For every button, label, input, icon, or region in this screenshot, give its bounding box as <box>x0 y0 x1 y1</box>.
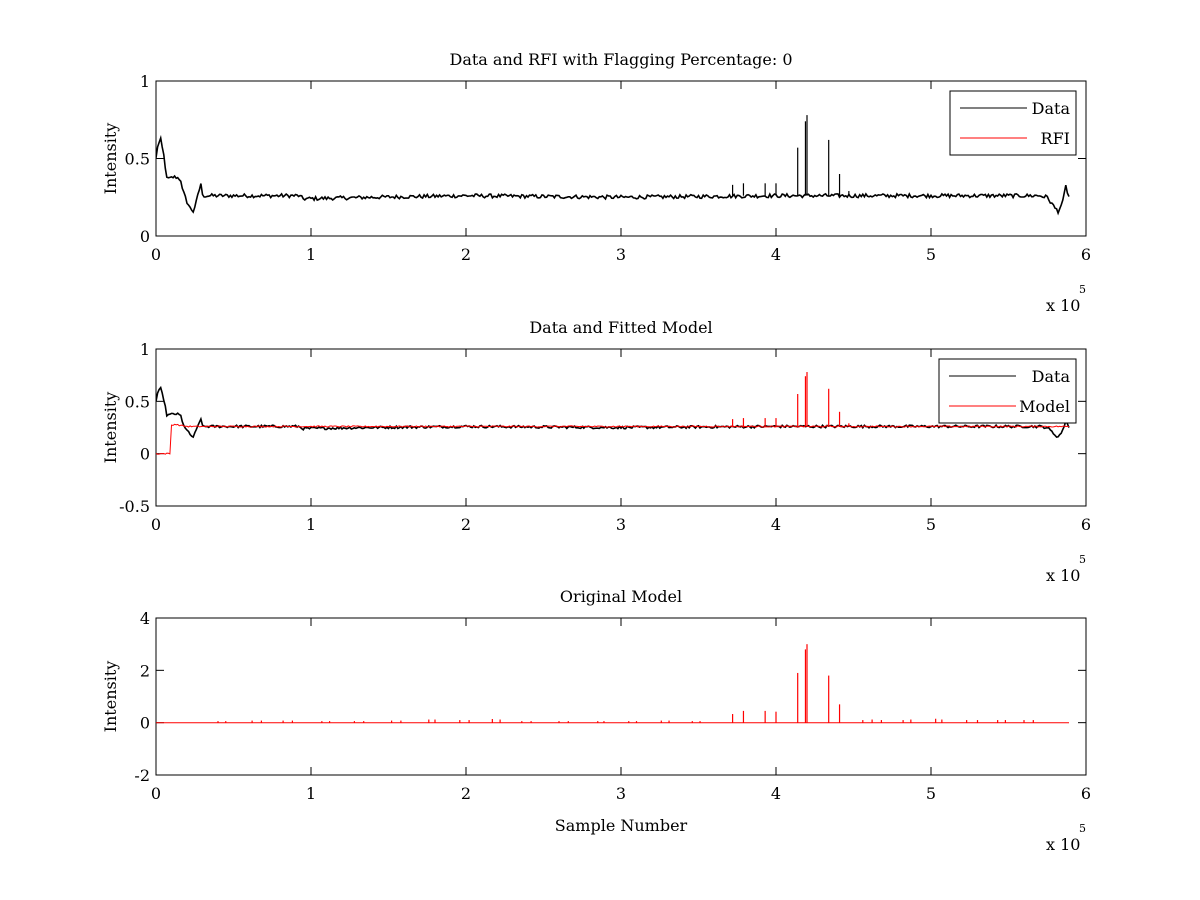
x-tick-label: 6 <box>1081 515 1091 534</box>
x-axis-label: Sample Number <box>555 816 688 835</box>
plot-area <box>156 115 1070 216</box>
legend: Data Model <box>938 358 1077 424</box>
x-tick-label: 4 <box>771 784 781 803</box>
plot-area <box>156 372 1070 455</box>
x-exponent-label: x 10 <box>1046 566 1080 585</box>
y-tick-label: 0 <box>140 227 150 246</box>
y-axis-label: Intensity <box>101 123 120 195</box>
legend: Data RFI <box>949 90 1077 156</box>
y-axis-label: Intensity <box>101 392 120 464</box>
x-exponent-label: x 10 <box>1046 835 1080 854</box>
x-tick-label: 6 <box>1081 245 1091 264</box>
x-tick-label: 5 <box>926 515 936 534</box>
y-tick-label: 0 <box>140 714 150 733</box>
plot-area <box>156 644 1069 724</box>
y-tick-label: 2 <box>140 661 150 680</box>
legend-label: RFI <box>1041 129 1070 148</box>
subplot-3: Original Model Intensity Sample Number 0 1 2 3… <box>101 587 1091 854</box>
y-tick-label: 1 <box>140 340 150 359</box>
legend-label: Model <box>1019 397 1070 416</box>
y-tick-label: 4 <box>140 609 150 628</box>
plot-title: Data and Fitted Model <box>529 318 712 337</box>
axes-frame <box>155 617 1087 776</box>
plot-title: Original Model <box>560 587 682 606</box>
x-tick-label: 3 <box>616 784 626 803</box>
y-tick-label: 0.5 <box>125 150 150 169</box>
x-tick-label: 1 <box>306 245 316 264</box>
subplot-2: Data and Fitted Model Intensity 0 1 2 3 4 5 6 -0.… <box>101 318 1091 585</box>
axes-frame <box>155 80 1087 237</box>
legend-box <box>949 90 1077 156</box>
subplots: Data and RFI with Flagging Percentage: 0… <box>101 50 1091 854</box>
x-tick-label: 6 <box>1081 784 1091 803</box>
x-tick-label: 0 <box>151 784 161 803</box>
y-tick-label: -2 <box>134 766 150 785</box>
x-tick-label: 5 <box>926 784 936 803</box>
legend-label: Data <box>1032 99 1071 118</box>
x-tick-label: 0 <box>151 245 161 264</box>
y-tick-label: 0 <box>140 445 150 464</box>
y-tick-label: 0.5 <box>125 392 150 411</box>
x-exponent-power: 5 <box>1079 822 1086 835</box>
y-tick-label: -0.5 <box>119 497 150 516</box>
legend-label: Data <box>1032 367 1071 386</box>
x-tick-label: 4 <box>771 245 781 264</box>
x-tick-label: 4 <box>771 515 781 534</box>
x-tick-label: 5 <box>926 245 936 264</box>
subplot-1: Data and RFI with Flagging Percentage: 0… <box>101 50 1091 315</box>
x-tick-label: 2 <box>461 784 471 803</box>
x-exponent-power: 5 <box>1079 283 1086 296</box>
x-tick-label: 2 <box>461 515 471 534</box>
x-tick-label: 0 <box>151 515 161 534</box>
series-line-data <box>156 134 1070 216</box>
series-line-model <box>156 423 1069 455</box>
x-tick-label: 1 <box>306 515 316 534</box>
x-exponent-label: x 10 <box>1046 296 1080 315</box>
plot-title: Data and RFI with Flagging Percentage: 0 <box>449 50 792 69</box>
x-exponent-power: 5 <box>1079 553 1086 566</box>
x-tick-label: 3 <box>616 515 626 534</box>
x-tick-label: 2 <box>461 245 471 264</box>
x-tick-label: 3 <box>616 245 626 264</box>
x-tick-label: 1 <box>306 784 316 803</box>
y-axis-label: Intensity <box>101 661 120 733</box>
y-tick-label: 1 <box>140 72 150 91</box>
legend-box <box>938 358 1077 424</box>
